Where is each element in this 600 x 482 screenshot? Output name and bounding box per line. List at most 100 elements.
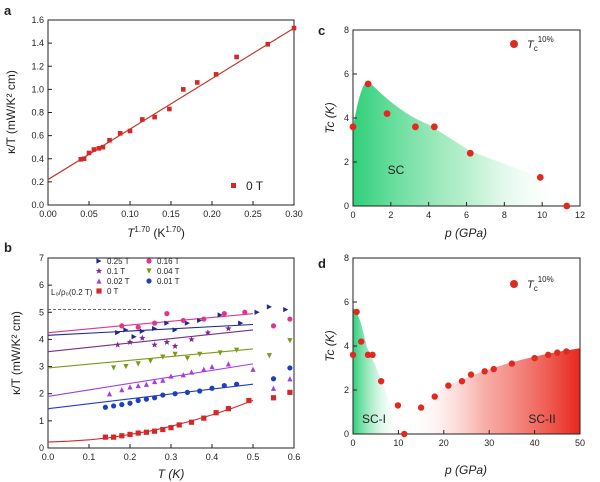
chart-b-point — [266, 304, 272, 310]
chart-b-point — [221, 311, 227, 317]
chart-b-legend-marker — [96, 278, 102, 284]
chart-b-legend-marker — [146, 278, 152, 284]
chart-a-ytick-label: 1.2 — [31, 61, 44, 71]
chart-d-point — [401, 430, 408, 438]
chart-a-xlabel: T1.70 (K1.70) — [127, 225, 185, 240]
chart-b-point — [254, 309, 260, 315]
chart-d-point — [531, 354, 538, 362]
chart-b-xtick-label: 0.4 — [206, 452, 219, 462]
chart-b-point — [135, 361, 141, 367]
chart-b-point — [102, 434, 108, 440]
chart-a-xtick-label: 0.15 — [162, 209, 180, 219]
chart-b-point — [160, 354, 166, 360]
chart-d-point — [357, 338, 365, 345]
chart-c-sc-region — [353, 81, 567, 206]
chart-c-points — [349, 80, 571, 210]
chart-b-point — [188, 336, 195, 343]
chart-b-ytick-label: 7 — [39, 253, 44, 263]
chart-c-point — [563, 202, 571, 210]
chart-b-point — [168, 425, 174, 431]
chart-b-point — [184, 389, 190, 395]
chart-c-xtick-label: 0 — [350, 210, 355, 220]
chart-b-point — [143, 381, 149, 387]
chart-d-point — [467, 371, 475, 378]
chart-b-point — [217, 350, 223, 356]
chart-b-point — [197, 351, 203, 357]
chart-b-point — [152, 378, 158, 385]
chart-d-point — [369, 351, 376, 358]
chart-b-xtick-label: 0.3 — [165, 452, 178, 462]
chart-d-xtick-label: 10 — [393, 438, 403, 448]
chart-b-point — [238, 320, 244, 326]
chart-a-xtick-label: 0.30 — [285, 209, 303, 219]
panel-label-b: b — [4, 240, 12, 255]
chart-b-legend: 0.25 T 0.16 T 0.1 T 0.04 T 0.02 T 0.01 T 0 T — [95, 257, 180, 296]
chart-b-point — [164, 311, 170, 317]
chart-a-points — [78, 25, 297, 162]
chart-b-fit-line — [47, 323, 254, 336]
chart-a-ytick-label: 1.0 — [31, 84, 44, 94]
chart-b-point — [168, 373, 174, 379]
chart-d-ytick-label: 8 — [344, 253, 349, 263]
chart-b-point — [123, 327, 129, 333]
chart-b-fit-line — [47, 383, 254, 410]
chart-d-xtick-label: 40 — [530, 438, 540, 448]
chart-a-point — [152, 114, 157, 120]
chart-c-ytick-label: 0 — [344, 201, 349, 211]
chart-a-point — [265, 41, 271, 47]
chart-b-xtick-label: 0.0 — [42, 452, 55, 462]
chart-b-legend-marker — [96, 288, 102, 294]
chart-a-point — [167, 106, 172, 112]
chart-c-ytick-label: 4 — [344, 113, 349, 123]
chart-a-point — [86, 150, 92, 156]
chart-b-point — [283, 306, 289, 313]
chart-a-frame — [47, 19, 295, 206]
panel-label-a: a — [4, 3, 12, 18]
chart-b-point — [131, 334, 137, 340]
chart-b-legend-label: 0.16 T — [157, 257, 180, 266]
chart-c-xtick-label: 10 — [537, 210, 547, 220]
chart-b-point — [126, 338, 134, 345]
chart-a-ytick-label: 0.8 — [31, 108, 44, 118]
chart-b-fit-0T — [47, 399, 254, 443]
chart-d-point — [458, 378, 466, 385]
chart-b-point — [151, 341, 158, 348]
chart-d-point — [563, 348, 570, 355]
chart-c-ytick-label: 2 — [344, 157, 349, 167]
chart-c-ylabel: Tc (K) — [323, 102, 337, 134]
chart-b-point — [201, 415, 207, 421]
chart-c-point — [383, 110, 391, 117]
chart-b-point — [115, 330, 121, 336]
chart-c-legend-marker — [510, 40, 518, 48]
chart-b-legend-label: 0 T — [107, 287, 119, 296]
chart-d-point — [377, 378, 385, 385]
chart-b-point — [287, 376, 293, 382]
chart-a-point — [81, 156, 87, 162]
chart-b-point — [111, 434, 117, 440]
chart-c-xtick-label: 4 — [426, 210, 431, 220]
chart-c-region-label: SC — [388, 163, 405, 177]
chart-b-ytick-label: 5 — [39, 307, 44, 317]
chart-a-legend: 0 T — [246, 179, 264, 193]
chart-a-ytick-label: 1.6 — [31, 15, 44, 25]
chart-b-point — [287, 338, 293, 344]
chart-b-frame — [47, 257, 295, 449]
chart-b-point — [221, 382, 227, 389]
chart-c-point — [536, 174, 544, 181]
chart-a-point — [117, 131, 123, 136]
chart-b-ylabel: κ/T (mW/K² cm) — [9, 311, 23, 395]
chart-b-point — [209, 385, 215, 391]
chart-b-point — [184, 320, 190, 326]
chart-b-legend-label: 0.04 T — [157, 267, 180, 276]
chart-b-point — [139, 334, 146, 341]
chart-d-ticks: 0 10 20 30 40 50 0 2 4 6 8 — [344, 253, 585, 448]
chart-b-point — [287, 365, 293, 371]
chart-c-xtick-label: 12 — [575, 210, 585, 220]
chart-d-point — [554, 349, 561, 356]
chart-b-legend-marker — [146, 268, 152, 274]
chart-b-point — [160, 426, 166, 433]
chart-b-point — [250, 366, 256, 372]
chart-b-points — [102, 304, 293, 440]
chart-c-xtick-label: 2 — [388, 210, 393, 220]
